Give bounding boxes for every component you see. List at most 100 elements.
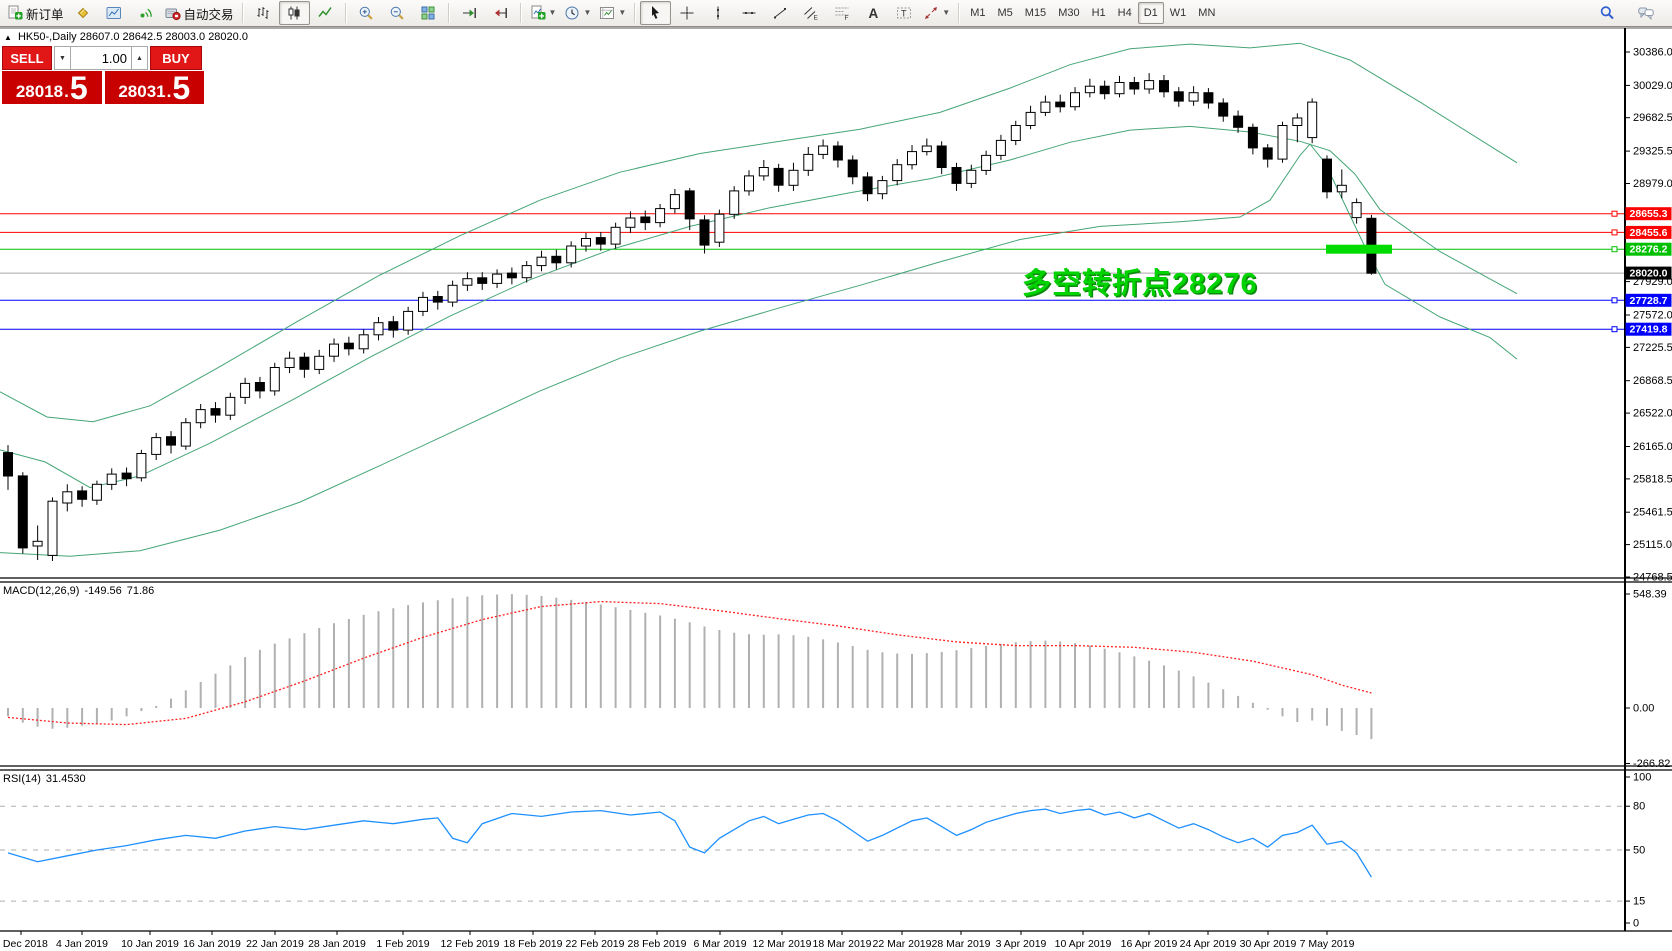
sell-price-display[interactable]: 28018. 5 — [2, 71, 102, 104]
svg-text:26165.0: 26165.0 — [1633, 441, 1672, 453]
zoom-in-button[interactable] — [351, 1, 382, 25]
tf-h4[interactable]: H4 — [1117, 7, 1132, 19]
trendline-icon — [773, 8, 786, 19]
rsi-line — [7, 808, 1372, 878]
zoom-out-button[interactable] — [382, 1, 413, 25]
new-order-button[interactable]: 新订单 — [3, 1, 68, 25]
buy-button[interactable]: BUY — [150, 46, 202, 70]
svg-text:1 Feb 2019: 1 Feb 2019 — [376, 938, 429, 950]
svg-text:6 Mar 2019: 6 Mar 2019 — [693, 938, 746, 950]
svg-text:12 Feb 2019: 12 Feb 2019 — [441, 938, 500, 950]
svg-text:18 Feb 2019: 18 Feb 2019 — [504, 938, 563, 950]
templates-button[interactable]: ▼ — [595, 1, 630, 25]
tf-mn[interactable]: MN — [1198, 7, 1216, 19]
svg-text:A: A — [868, 6, 878, 21]
candles-chart-icon — [288, 6, 300, 20]
bollinger-lower — [0, 143, 1518, 557]
sell-price-fraction: 5 — [69, 70, 88, 107]
periods-button[interactable]: ▼ — [560, 1, 595, 25]
tf-h1[interactable]: H1 — [1091, 7, 1106, 19]
cursor-button[interactable] — [640, 1, 672, 25]
line-chart-button[interactable] — [310, 1, 341, 25]
charts-button[interactable] — [99, 1, 130, 25]
svg-text:27728.7: 27728.7 — [1630, 295, 1668, 307]
svg-text:22 Mar 2019: 22 Mar 2019 — [873, 938, 932, 950]
text-label-button[interactable]: T — [888, 1, 919, 25]
auto-scroll-button[interactable] — [454, 1, 485, 25]
svg-text:29325.5: 29325.5 — [1633, 146, 1672, 158]
svg-text:4 Jan 2019: 4 Jan 2019 — [56, 938, 108, 950]
arrows-icon — [925, 7, 938, 19]
tf-m5[interactable]: M5 — [997, 7, 1013, 19]
svg-text:24768.5: 24768.5 — [1633, 572, 1672, 584]
svg-text:27225.5: 27225.5 — [1633, 342, 1672, 354]
search-icon — [1600, 6, 1614, 20]
sell-button[interactable]: SELL — [2, 46, 52, 70]
chat-button[interactable] — [1630, 1, 1661, 25]
macd-panel — [7, 594, 1373, 740]
chart-area[interactable]: 30386.0 30029.0 29682.5 29325.5 28979.0 27929… — [0, 27, 1672, 951]
svg-text:28655.3: 28655.3 — [1630, 208, 1668, 220]
horizontal-line-button[interactable] — [733, 1, 764, 25]
svg-text:8 Dec 2018: 8 Dec 2018 — [0, 938, 48, 950]
svg-text:29682.5: 29682.5 — [1633, 112, 1672, 124]
volume-input[interactable] — [71, 46, 131, 70]
svg-text:80: 80 — [1633, 801, 1645, 813]
vertical-line-button[interactable] — [702, 1, 733, 25]
signals-button[interactable] — [130, 1, 161, 25]
crosshair-button[interactable] — [671, 1, 702, 25]
svg-text:F: F — [844, 15, 848, 21]
price-chart-svg: 30386.030029.029682.529325.528979.027929… — [0, 27, 1672, 950]
text-button[interactable]: A — [857, 1, 888, 25]
autotrading-button[interactable]: 自动交易 — [161, 1, 238, 25]
fibonacci-icon: F — [835, 7, 849, 21]
panel-borders — [0, 27, 1672, 932]
tf-d1[interactable]: D1 — [1137, 2, 1164, 24]
buy-price-display[interactable]: 28031. 5 — [104, 71, 204, 104]
svg-text:28 Feb 2019: 28 Feb 2019 — [628, 938, 687, 950]
tf-w1[interactable]: W1 — [1169, 7, 1187, 19]
arrows-button[interactable]: ▼ — [919, 1, 954, 25]
search-button[interactable] — [1591, 1, 1622, 25]
horizontal-lines-layer — [0, 213, 1625, 330]
market-depth-button[interactable] — [68, 1, 99, 25]
fibonacci-button[interactable]: F — [826, 1, 857, 25]
market-depth-icon — [77, 7, 89, 19]
svg-text:7 May 2019: 7 May 2019 — [1300, 938, 1355, 950]
equidistant-channel-button[interactable]: E — [795, 1, 826, 25]
svg-text:28020.0: 28020.0 — [1630, 268, 1668, 280]
trendline-button[interactable] — [764, 1, 795, 25]
indicators-button[interactable]: ▼ — [526, 1, 561, 25]
tf-m30[interactable]: M30 — [1058, 7, 1080, 19]
tf-m1[interactable]: M1 — [970, 7, 986, 19]
symbol-period-label: HK50-,Daily — [17, 31, 77, 43]
charts-icon — [106, 7, 122, 19]
svg-text:E: E — [813, 15, 818, 22]
macd-signal-value: 71.86 — [126, 585, 155, 597]
tf-m15[interactable]: M15 — [1024, 7, 1047, 19]
svg-text:27572.0: 27572.0 — [1633, 310, 1672, 322]
svg-text:12 Mar 2019: 12 Mar 2019 — [753, 938, 812, 950]
price-badges: 28655.3 28455.6 28276.2 27728.7 27419.8 28020… — [1611, 207, 1672, 336]
volume-decrease-button[interactable]: ▼ — [54, 46, 71, 70]
tile-windows-button[interactable] — [413, 1, 444, 25]
svg-text:30386.0: 30386.0 — [1633, 47, 1672, 59]
svg-text:3 Apr 2019: 3 Apr 2019 — [996, 938, 1047, 950]
candlestick-chart-button[interactable] — [278, 1, 310, 25]
svg-text:25818.5: 25818.5 — [1633, 473, 1672, 485]
vline-icon — [716, 6, 719, 20]
svg-text:10 Jan 2019: 10 Jan 2019 — [121, 938, 179, 950]
bollinger-middle — [0, 125, 1518, 489]
bollinger-bands — [0, 42, 1518, 557]
tile-windows-icon — [421, 6, 435, 20]
svg-text:28 Jan 2019: 28 Jan 2019 — [308, 938, 366, 950]
auto-scroll-icon — [463, 8, 476, 18]
collapse-panel-icon[interactable]: ▲ — [4, 33, 12, 42]
templates-icon — [600, 7, 615, 19]
highlight-segment — [1326, 244, 1392, 254]
volume-increase-button[interactable]: ▲ — [131, 46, 148, 70]
toolbar-separator — [634, 3, 637, 23]
bar-chart-button[interactable] — [248, 1, 279, 25]
chart-shift-button[interactable] — [485, 1, 516, 25]
svg-text:100: 100 — [1633, 772, 1651, 784]
